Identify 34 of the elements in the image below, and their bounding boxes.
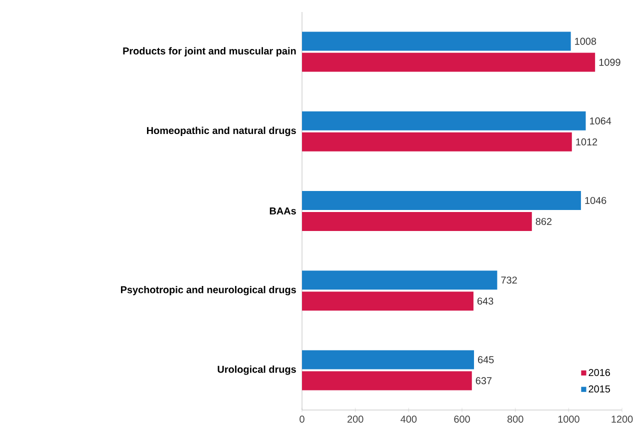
bar — [302, 270, 498, 290]
x-tick-label: 1000 — [558, 416, 580, 423]
data-label: 732 — [501, 276, 517, 284]
data-label: 862 — [536, 218, 552, 226]
legend-label: 2016 — [588, 369, 610, 376]
data-label: 637 — [476, 377, 492, 384]
legend-label: 2015 — [588, 385, 610, 392]
y-tick-label: Homeopathic and natural drugs — [147, 126, 296, 136]
bar — [302, 32, 571, 51]
bar — [302, 132, 572, 152]
bar — [302, 52, 596, 72]
x-tick-label: 1200 — [612, 416, 633, 423]
data-label: 1099 — [599, 58, 620, 66]
bar — [302, 292, 474, 311]
data-label: 1008 — [575, 38, 596, 45]
bar — [302, 371, 472, 390]
data-label: 1064 — [590, 117, 612, 124]
data-label: 1046 — [585, 196, 606, 204]
bar — [302, 191, 581, 210]
y-tick-label: Products for joint and muscular pain — [123, 47, 296, 56]
data-label: 643 — [477, 298, 494, 305]
y-tick-label: Psychotropic and neurological drugs — [120, 286, 296, 296]
x-tick-label: 400 — [400, 416, 417, 423]
data-label: 645 — [478, 356, 494, 364]
x-tick-label: 800 — [507, 416, 524, 423]
y-tick-label: Urological drugs — [218, 366, 296, 375]
x-tick-label: 0 — [300, 416, 304, 423]
bar — [302, 212, 532, 231]
x-tick-label: 600 — [454, 416, 470, 423]
bar — [302, 111, 586, 130]
y-tick-label: BAAs — [270, 208, 296, 214]
data-label: 1012 — [576, 138, 598, 146]
x-tick-label: 200 — [348, 416, 364, 423]
bar — [302, 350, 474, 370]
